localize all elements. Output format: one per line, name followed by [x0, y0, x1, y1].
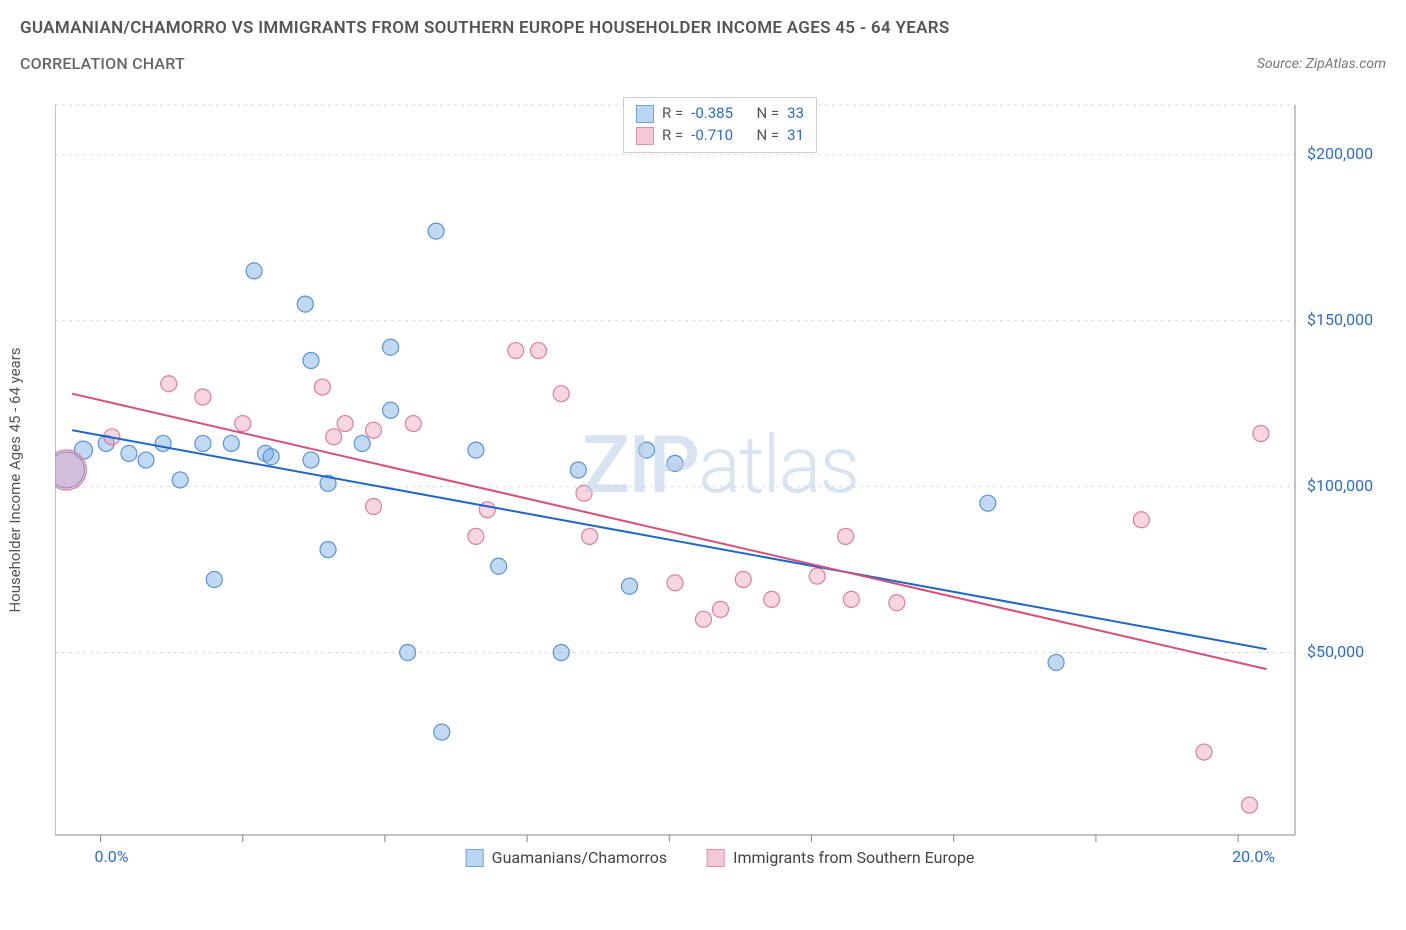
data-point	[809, 568, 825, 584]
stat-n-value: 33	[787, 103, 804, 125]
stat-r-value: -0.710	[691, 125, 733, 147]
data-point	[223, 435, 239, 451]
series-name: Immigrants from Southern Europe	[733, 848, 974, 867]
data-point	[639, 442, 655, 458]
trend-line	[72, 394, 1266, 669]
legend-swatch	[466, 849, 484, 867]
stat-r-value: -0.385	[691, 103, 733, 125]
data-point	[366, 499, 382, 515]
data-point	[337, 416, 353, 432]
data-point	[434, 724, 450, 740]
data-point	[468, 442, 484, 458]
chart-header: GUAMANIAN/CHAMORRO VS IMMIGRANTS FROM SO…	[0, 0, 1406, 73]
chart-title: GUAMANIAN/CHAMORRO VS IMMIGRANTS FROM SO…	[20, 18, 1386, 38]
data-point	[1133, 512, 1149, 528]
data-point	[320, 542, 336, 558]
data-point	[155, 435, 171, 451]
data-point	[314, 379, 330, 395]
stat-r-label: R =	[662, 103, 683, 125]
data-point	[235, 416, 251, 432]
data-point	[582, 528, 598, 544]
data-point	[297, 296, 313, 312]
x-tick-label: 0.0%	[95, 847, 129, 866]
data-point	[400, 645, 416, 661]
data-point	[713, 601, 729, 617]
data-point	[161, 376, 177, 392]
data-point	[553, 386, 569, 402]
series-legend: Guamanians/Chamorros Immigrants from Sout…	[466, 848, 975, 867]
series-legend-item: Guamanians/Chamorros	[466, 848, 667, 867]
stat-r-label: R =	[662, 125, 683, 147]
y-axis-label: Householder Income Ages 45 - 64 years	[6, 347, 24, 612]
legend-swatch	[636, 127, 654, 145]
y-tick-label: $150,000	[1307, 310, 1373, 329]
data-point	[405, 416, 421, 432]
data-point	[428, 223, 444, 239]
data-point	[838, 528, 854, 544]
stats-legend-row: R = -0.385 N = 33	[636, 103, 804, 125]
source-attribution: Source: ZipAtlas.com	[1257, 56, 1386, 72]
data-point	[553, 645, 569, 661]
stat-n-value: 31	[787, 125, 804, 147]
source-name: ZipAtlas.com	[1306, 56, 1386, 72]
x-tick-label: 20.0%	[1232, 847, 1275, 866]
stat-n-label: N =	[756, 125, 779, 147]
data-point	[195, 435, 211, 451]
data-point	[508, 343, 524, 359]
y-tick-label: $100,000	[1307, 476, 1373, 495]
y-tick-label: $200,000	[1307, 144, 1373, 163]
data-point	[764, 591, 780, 607]
data-point	[206, 572, 222, 588]
data-point	[121, 445, 137, 461]
data-point	[326, 429, 342, 445]
scatter-plot	[55, 95, 1385, 865]
data-point	[354, 435, 370, 451]
data-point	[383, 402, 399, 418]
data-point	[530, 343, 546, 359]
data-point	[172, 472, 188, 488]
series-name: Guamanians/Chamorros	[492, 848, 667, 867]
stat-n-label: N =	[756, 103, 779, 125]
stats-legend: R = -0.385 N = 33 R = -0.710 N = 31	[623, 97, 817, 153]
source-prefix: Source:	[1257, 56, 1306, 72]
data-point	[1196, 744, 1212, 760]
data-point	[667, 455, 683, 471]
data-point	[735, 572, 751, 588]
y-tick-label: $50,000	[1307, 642, 1364, 661]
data-point	[263, 449, 279, 465]
data-point	[491, 558, 507, 574]
data-point	[667, 575, 683, 591]
data-point	[843, 591, 859, 607]
data-point	[1048, 654, 1064, 670]
data-point	[889, 595, 905, 611]
data-point	[138, 452, 154, 468]
data-point	[303, 353, 319, 369]
data-point	[570, 462, 586, 478]
data-point	[195, 389, 211, 405]
chart-subtitle: CORRELATION CHART	[20, 54, 185, 73]
data-point	[621, 578, 637, 594]
data-point	[576, 485, 592, 501]
data-point	[246, 263, 262, 279]
chart-area: Householder Income Ages 45 - 64 years ZI…	[55, 95, 1385, 865]
data-point	[366, 422, 382, 438]
data-point	[468, 528, 484, 544]
stats-legend-row: R = -0.710 N = 31	[636, 125, 804, 147]
data-point	[980, 495, 996, 511]
series-legend-item: Immigrants from Southern Europe	[707, 848, 974, 867]
data-point	[1253, 426, 1269, 442]
legend-swatch	[707, 849, 725, 867]
data-point	[303, 452, 319, 468]
data-point	[479, 502, 495, 518]
data-point	[1241, 797, 1257, 813]
data-point	[383, 339, 399, 355]
data-point	[695, 611, 711, 627]
legend-swatch	[636, 105, 654, 123]
